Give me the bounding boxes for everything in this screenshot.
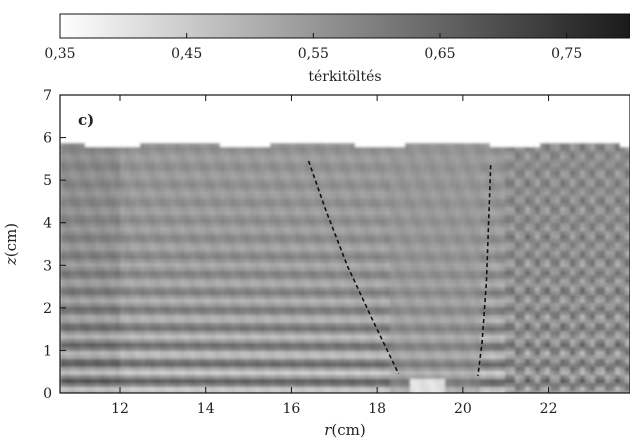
colorbar-label: térkitöltés — [308, 69, 381, 85]
x-tick-label: 16 — [283, 401, 301, 417]
colorbar-tick-label: 0,65 — [424, 46, 455, 62]
x-axis-unit: (cm) — [331, 421, 365, 439]
colorbar-gradient — [60, 14, 630, 38]
y-tick-label: 4 — [43, 216, 52, 232]
x-tick-label: 12 — [111, 401, 129, 417]
y-axis-title: z(cm) — [2, 223, 20, 266]
y-tick-label: 2 — [43, 301, 52, 317]
y-tick-label: 1 — [43, 343, 52, 359]
y-axis-symbol: z — [2, 257, 20, 266]
colorbar: 0,35 0,45 0,55 0,65 0,75 térkitöltés — [44, 14, 630, 85]
colorbar-tick-label: 0,45 — [171, 46, 202, 62]
panel-label: c) — [78, 111, 94, 129]
x-axis-title: r(cm) — [324, 421, 366, 439]
y-axis-unit: (cm) — [2, 223, 20, 257]
y-tick-label: 7 — [43, 88, 52, 104]
y-tick-label: 5 — [43, 173, 52, 189]
heatmap-field — [60, 95, 630, 396]
x-tick-label: 14 — [197, 401, 215, 417]
colorbar-tick-label: 0,35 — [44, 46, 75, 62]
colorbar-tick-label: 0,55 — [298, 46, 329, 62]
y-tick-label: 3 — [43, 258, 52, 274]
y-tick-label: 6 — [43, 131, 52, 147]
x-tick-label: 22 — [540, 401, 558, 417]
x-tick-label: 18 — [368, 401, 386, 417]
x-tick-label: 20 — [454, 401, 472, 417]
colorbar-tick-label: 0,75 — [551, 46, 582, 62]
y-tick-label: 0 — [43, 386, 52, 402]
